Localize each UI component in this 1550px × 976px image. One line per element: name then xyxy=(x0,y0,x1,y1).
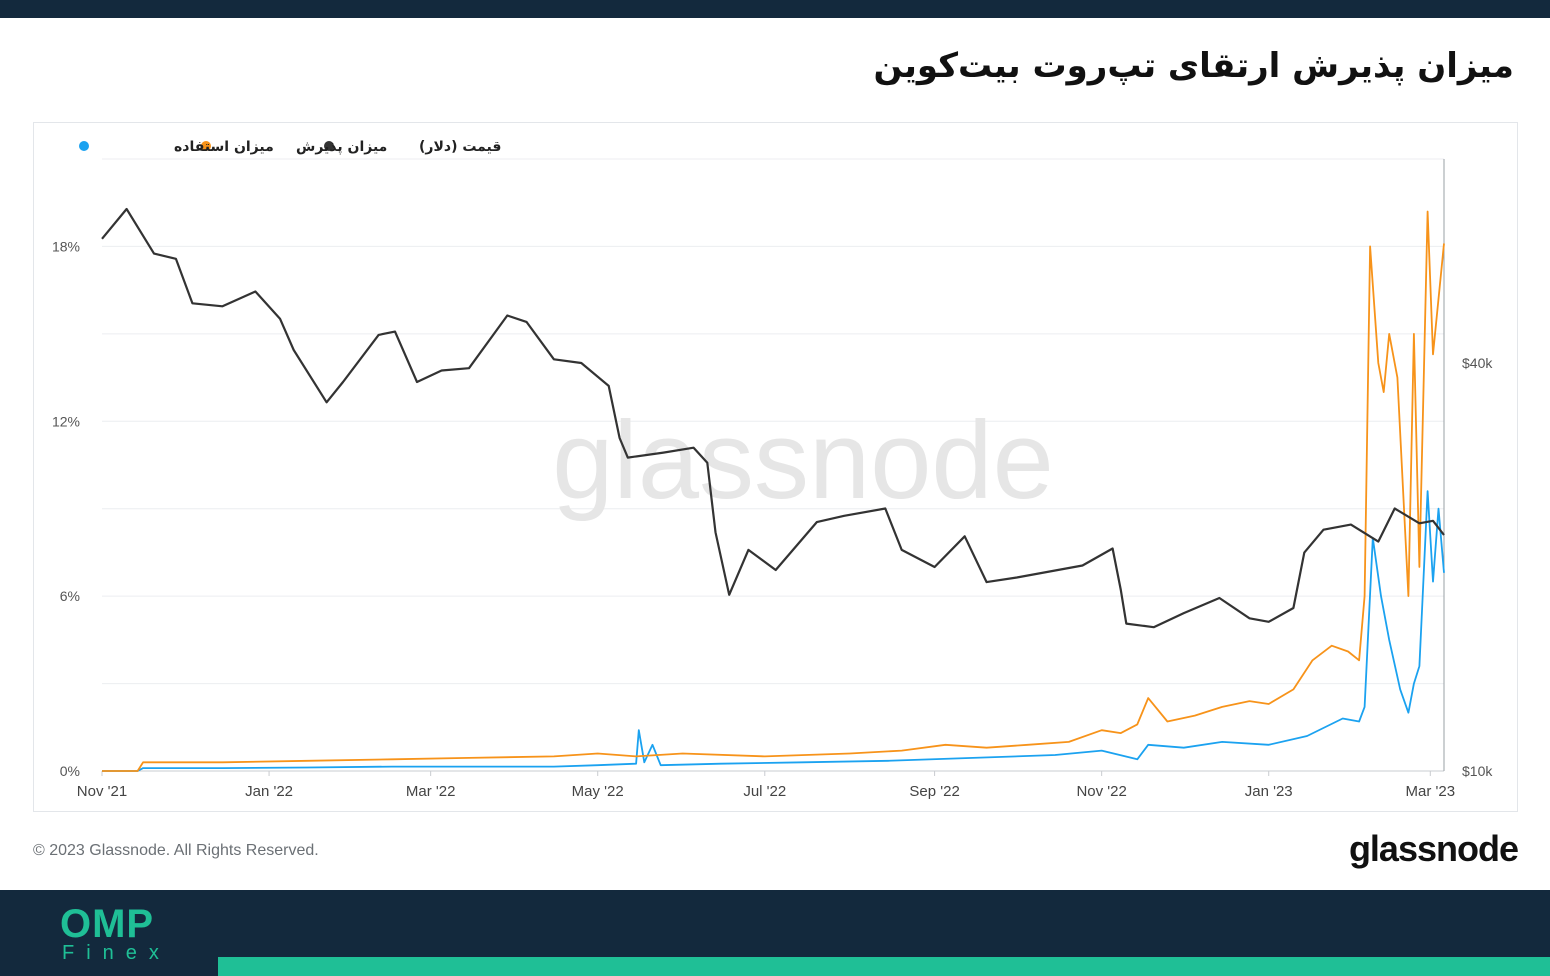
series-line-2 xyxy=(102,490,1445,772)
x-tick-label: Mar '22 xyxy=(406,783,456,800)
series-line-0 xyxy=(101,207,1445,629)
x-tick-label: Sep '22 xyxy=(909,783,959,800)
finex-logo-text: Finex xyxy=(62,942,171,964)
legend-label: قیمت (دلار) xyxy=(419,139,501,155)
top-bar xyxy=(0,0,1550,18)
y-left-tick-label: 0% xyxy=(60,763,80,779)
legend-marker xyxy=(324,141,334,151)
omp-logo: OMP xyxy=(60,902,155,946)
x-tick-label: Jul '22 xyxy=(743,783,786,800)
copyright-text: © 2023 Glassnode. All Rights Reserved. xyxy=(33,842,319,859)
legend-marker xyxy=(79,141,89,151)
footer-accent-bar xyxy=(218,957,1550,976)
page-title: میزان پذیرش ارتقای تپ‌روت بیت‌کوین xyxy=(873,46,1514,86)
x-tick-label: May '22 xyxy=(572,783,624,800)
series-line-1 xyxy=(102,210,1445,772)
watermark-text: glassnode xyxy=(552,399,1054,522)
brand-logo: glassnode xyxy=(1348,828,1519,869)
y-right-tick-label: $10k xyxy=(1462,763,1493,779)
legend-label: میزان استفاده xyxy=(174,139,274,155)
legend-label: میزان پذیرش xyxy=(296,139,387,155)
y-right-tick-label: $40k xyxy=(1462,355,1493,371)
legend-marker xyxy=(201,141,211,151)
x-tick-label: Mar '23 xyxy=(1406,783,1456,800)
x-tick-label: Jan '22 xyxy=(245,783,293,800)
x-tick-label: Nov '22 xyxy=(1076,783,1126,800)
x-tick-label: Jan '23 xyxy=(1245,783,1293,800)
y-left-tick-label: 18% xyxy=(52,238,80,254)
chart-container: 0% 6% 12% 18% $10k $40k Nov '21 Jan '22 Mar '22 M… xyxy=(33,122,1518,812)
y-left-tick-label: 6% xyxy=(60,588,80,604)
chart-svg: 0% 6% 12% 18% $10k $40k Nov '21 Jan '22 Mar '22 M… xyxy=(52,139,1493,800)
x-tick-label: Nov '21 xyxy=(77,783,127,800)
y-left-tick-label: 12% xyxy=(52,413,80,429)
